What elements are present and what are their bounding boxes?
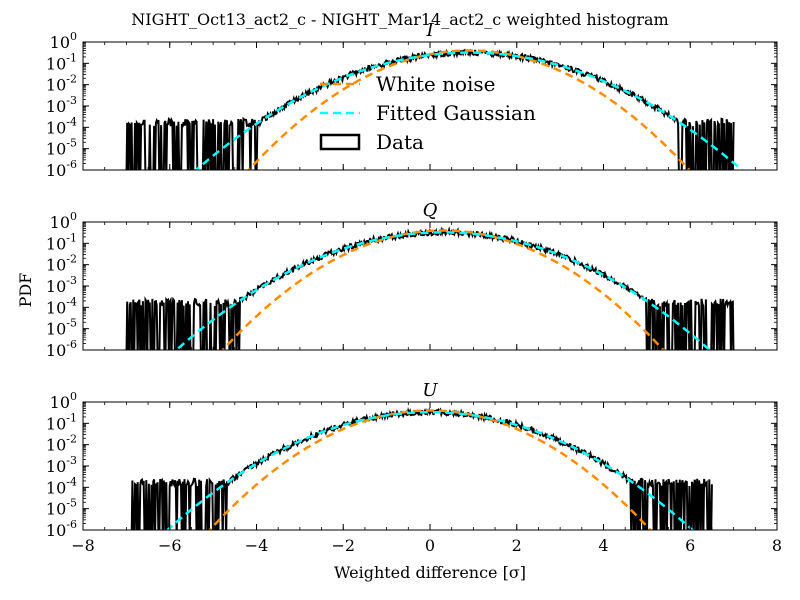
legend-label: Fitted Gaussian bbox=[376, 101, 536, 125]
legend: White noise Fitted Gaussian Data bbox=[319, 72, 536, 154]
subplot-title-i: I bbox=[425, 20, 434, 41]
subplot-title-u: U bbox=[422, 380, 438, 401]
x-tick-label: −6 bbox=[158, 536, 182, 555]
series-white-noise-i bbox=[247, 49, 691, 170]
series-white-noise-u bbox=[208, 409, 652, 530]
legend-item-white-noise: White noise bbox=[320, 72, 495, 96]
y-tick-label: 10-6 bbox=[46, 518, 77, 540]
y-tick-label: 100 bbox=[50, 30, 77, 52]
y-tick-label: 100 bbox=[50, 210, 77, 232]
series-data-q bbox=[125, 226, 735, 350]
y-tick-label: 10-4 bbox=[46, 475, 77, 497]
x-tick-label: 8 bbox=[772, 536, 782, 555]
y-tick-label: 10-5 bbox=[46, 137, 77, 159]
y-tick-label: 10-1 bbox=[46, 51, 77, 73]
axes-frame-u bbox=[82, 401, 778, 531]
y-tick-label: 10-5 bbox=[46, 317, 77, 339]
series-white-noise-q bbox=[221, 229, 665, 350]
x-tick-label: −4 bbox=[245, 536, 269, 555]
x-axis-label: Weighted difference [σ] bbox=[334, 563, 526, 582]
y-tick-label: 10-6 bbox=[46, 158, 77, 180]
y-tick-label: 10-4 bbox=[46, 115, 77, 137]
series-fitted-gaussian-q bbox=[174, 231, 712, 350]
x-tick-label: 6 bbox=[685, 536, 695, 555]
y-axis-label: PDF bbox=[16, 273, 35, 308]
x-tick-label: −2 bbox=[331, 536, 355, 555]
subplots: 10010-110-210-310-410-510-6I10010-110-21… bbox=[46, 20, 782, 555]
y-tick-label: 10-1 bbox=[46, 231, 77, 253]
legend-item-fitted-gaussian: Fitted Gaussian bbox=[320, 101, 536, 125]
y-tick-label: 10-3 bbox=[46, 94, 77, 116]
x-tick-label: 2 bbox=[512, 536, 522, 555]
series-fitted-gaussian-i bbox=[194, 51, 744, 170]
y-tick-label: 10-3 bbox=[46, 274, 77, 296]
x-tick-label: −8 bbox=[71, 536, 95, 555]
y-tick-label: 10-5 bbox=[46, 497, 77, 519]
y-tick-label: 100 bbox=[50, 390, 77, 412]
x-tick-label: 4 bbox=[598, 536, 608, 555]
legend-swatch bbox=[319, 133, 361, 151]
legend-label: White noise bbox=[376, 72, 495, 96]
x-tick-label: 0 bbox=[425, 536, 435, 555]
y-tick-label: 10-6 bbox=[46, 338, 77, 360]
y-tick-label: 10-4 bbox=[46, 295, 77, 317]
figure-title: NIGHT_Oct13_act2_c - NIGHT_Mar14_act2_c … bbox=[131, 10, 668, 29]
y-tick-label: 10-3 bbox=[46, 454, 77, 476]
y-tick-label: 10-2 bbox=[46, 73, 77, 95]
subplot-u: −8 −6 −4 −2 0 2 4 6 8 10010-110-210-310-410-510-6… bbox=[46, 380, 782, 555]
y-tick-label: 10-2 bbox=[46, 433, 77, 455]
y-tick-label: 10-1 bbox=[46, 411, 77, 433]
legend-label: Data bbox=[376, 130, 424, 154]
series-fitted-gaussian-u bbox=[165, 410, 695, 530]
legend-item-data: Data bbox=[319, 130, 424, 154]
y-tick-label: 10-2 bbox=[46, 253, 77, 275]
subplot-title-q: Q bbox=[423, 200, 438, 221]
